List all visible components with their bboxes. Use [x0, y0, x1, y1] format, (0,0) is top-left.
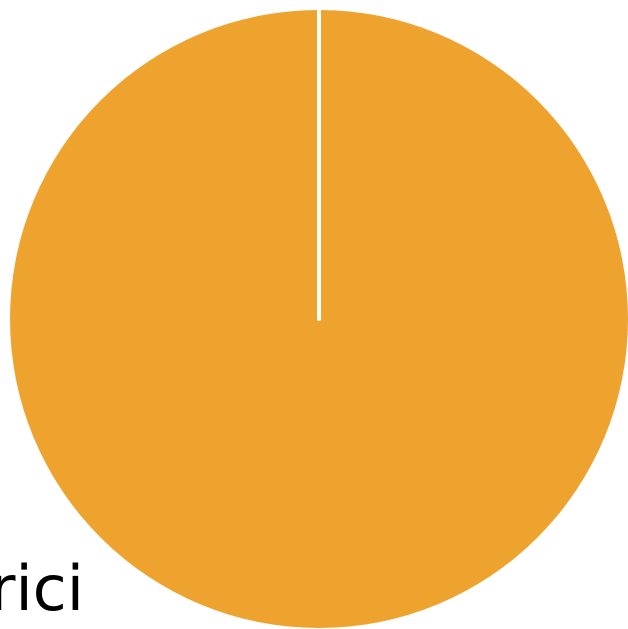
- pie-slices: [10, 6, 628, 628]
- slice-label: rici: [0, 552, 84, 625]
- pie-labels: rici: [0, 552, 84, 625]
